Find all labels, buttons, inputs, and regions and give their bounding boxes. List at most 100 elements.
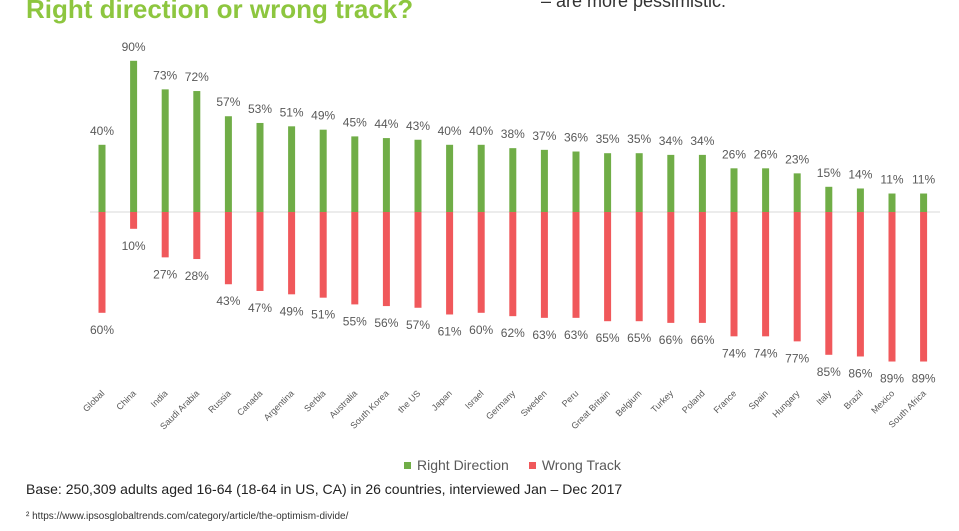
- label-wrong-track-south-africa: 89%: [912, 372, 936, 386]
- category-label-spain: Spain: [747, 388, 770, 411]
- label-wrong-track-brazil: 86%: [848, 366, 872, 380]
- bar-right-direction-australia: [351, 136, 359, 212]
- label-wrong-track-germany: 62%: [501, 326, 525, 340]
- category-label-serbia: Serbia: [302, 388, 327, 413]
- bar-right-direction-italy: [825, 186, 833, 212]
- label-wrong-track-sweden: 63%: [532, 328, 556, 342]
- legend-label-right-direction: Right Direction: [417, 457, 509, 473]
- bar-right-direction-turkey: [667, 154, 675, 212]
- category-label-sweden: Sweden: [519, 388, 549, 418]
- label-right-direction-global: 40%: [90, 124, 114, 138]
- category-label-germany: Germany: [484, 388, 518, 422]
- category-label-canada: Canada: [235, 388, 264, 417]
- label-wrong-track-turkey: 66%: [659, 333, 683, 347]
- bar-wrong-track-south-korea: [382, 212, 390, 307]
- label-wrong-track-the-us: 57%: [406, 318, 430, 332]
- label-wrong-track-australia: 55%: [343, 314, 367, 328]
- chart-title: Right direction or wrong track?: [26, 0, 414, 24]
- category-label-hungary: Hungary: [770, 388, 801, 419]
- bar-right-direction-mexico: [888, 193, 896, 212]
- bar-right-direction-spain: [762, 168, 770, 212]
- bar-wrong-track-the-us: [414, 212, 422, 308]
- category-label-china: China: [114, 388, 138, 412]
- label-right-direction-australia: 45%: [343, 115, 367, 129]
- label-wrong-track-france: 74%: [722, 346, 746, 360]
- bar-right-direction-india: [161, 89, 169, 212]
- chart-area: 40% 60% Global 90% 10% China 73% 27% India 72% 28%…: [81, 40, 940, 432]
- category-label-mexico: Mexico: [869, 388, 896, 415]
- label-right-direction-argentina: 51%: [280, 105, 304, 119]
- legend-label-wrong-track: Wrong Track: [541, 457, 621, 473]
- bar-right-direction-hungary: [793, 173, 801, 212]
- category-label-russia: Russia: [206, 388, 233, 415]
- bar-wrong-track-great-britain: [604, 212, 612, 322]
- bar-right-direction-south-korea: [382, 138, 390, 212]
- bar-wrong-track-brazil: [856, 212, 864, 357]
- label-right-direction-saudi-arabia: 72%: [185, 70, 209, 84]
- bar-right-direction-peru: [572, 151, 580, 212]
- bar-wrong-track-sweden: [540, 212, 548, 318]
- label-right-direction-india: 73%: [153, 68, 177, 82]
- category-label-australia: Australia: [327, 388, 359, 420]
- label-right-direction-brazil: 14%: [848, 167, 872, 181]
- label-wrong-track-serbia: 51%: [311, 308, 335, 322]
- label-right-direction-spain: 26%: [754, 147, 778, 161]
- bar-wrong-track-turkey: [667, 212, 675, 323]
- bar-wrong-track-germany: [509, 212, 517, 317]
- bar-right-direction-china: [130, 60, 138, 212]
- bar-wrong-track-mexico: [888, 212, 896, 362]
- bar-wrong-track-france: [730, 212, 738, 337]
- category-label-argentina: Argentina: [262, 388, 296, 422]
- label-right-direction-belgium: 35%: [627, 132, 651, 146]
- bar-wrong-track-italy: [825, 212, 833, 355]
- source-footnote: ² https://www.ipsosglobaltrends.com/cate…: [26, 511, 349, 522]
- bar-right-direction-france: [730, 168, 738, 212]
- label-right-direction-poland: 34%: [690, 134, 714, 148]
- bar-right-direction-germany: [509, 148, 517, 212]
- label-wrong-track-india: 27%: [153, 267, 177, 281]
- legend-item-wrong-track: Wrong Track: [528, 457, 621, 473]
- label-right-direction-south-korea: 44%: [374, 117, 398, 131]
- category-label-japan: Japan: [430, 388, 454, 412]
- bar-right-direction-russia: [224, 116, 232, 212]
- bar-wrong-track-argentina: [288, 212, 296, 295]
- label-right-direction-france: 26%: [722, 147, 746, 161]
- bar-wrong-track-belgium: [635, 212, 643, 322]
- label-wrong-track-saudi-arabia: 28%: [185, 269, 209, 283]
- label-right-direction-china: 90%: [122, 40, 146, 54]
- label-right-direction-russia: 57%: [216, 95, 240, 109]
- label-right-direction-italy: 15%: [817, 166, 841, 180]
- bar-wrong-track-australia: [351, 212, 359, 305]
- label-wrong-track-italy: 85%: [817, 365, 841, 379]
- bar-wrong-track-canada: [256, 212, 264, 291]
- label-wrong-track-japan: 61%: [438, 324, 462, 338]
- legend-swatch-wrong-track: [528, 461, 536, 469]
- category-label-the-us: the US: [396, 388, 423, 415]
- category-label-israel: Israel: [463, 388, 486, 411]
- bar-wrong-track-russia: [224, 212, 232, 285]
- bar-right-direction-canada: [256, 122, 264, 212]
- legend-swatch-right-direction: [404, 461, 411, 469]
- category-label-france: France: [712, 388, 739, 415]
- label-wrong-track-russia: 43%: [216, 294, 240, 308]
- label-wrong-track-china: 10%: [122, 239, 146, 253]
- label-right-direction-sweden: 37%: [532, 129, 556, 143]
- label-wrong-track-great-britain: 65%: [596, 331, 620, 345]
- label-right-direction-peru: 36%: [564, 131, 588, 145]
- label-wrong-track-peru: 63%: [564, 328, 588, 342]
- label-right-direction-turkey: 34%: [659, 134, 683, 148]
- label-right-direction-germany: 38%: [501, 127, 525, 141]
- label-right-direction-hungary: 23%: [785, 152, 809, 166]
- label-right-direction-the-us: 43%: [406, 119, 430, 133]
- label-right-direction-canada: 53%: [248, 102, 272, 116]
- bar-right-direction-argentina: [288, 126, 296, 212]
- label-wrong-track-belgium: 65%: [627, 331, 651, 345]
- category-label-global: Global: [81, 388, 106, 413]
- bar-right-direction-saudi-arabia: [193, 91, 201, 212]
- label-wrong-track-hungary: 77%: [785, 351, 809, 365]
- bar-right-direction-sweden: [540, 149, 548, 212]
- bar-wrong-track-japan: [446, 212, 454, 315]
- category-label-india: India: [149, 388, 170, 409]
- bar-wrong-track-south-africa: [920, 212, 928, 362]
- category-label-italy: Italy: [814, 388, 833, 407]
